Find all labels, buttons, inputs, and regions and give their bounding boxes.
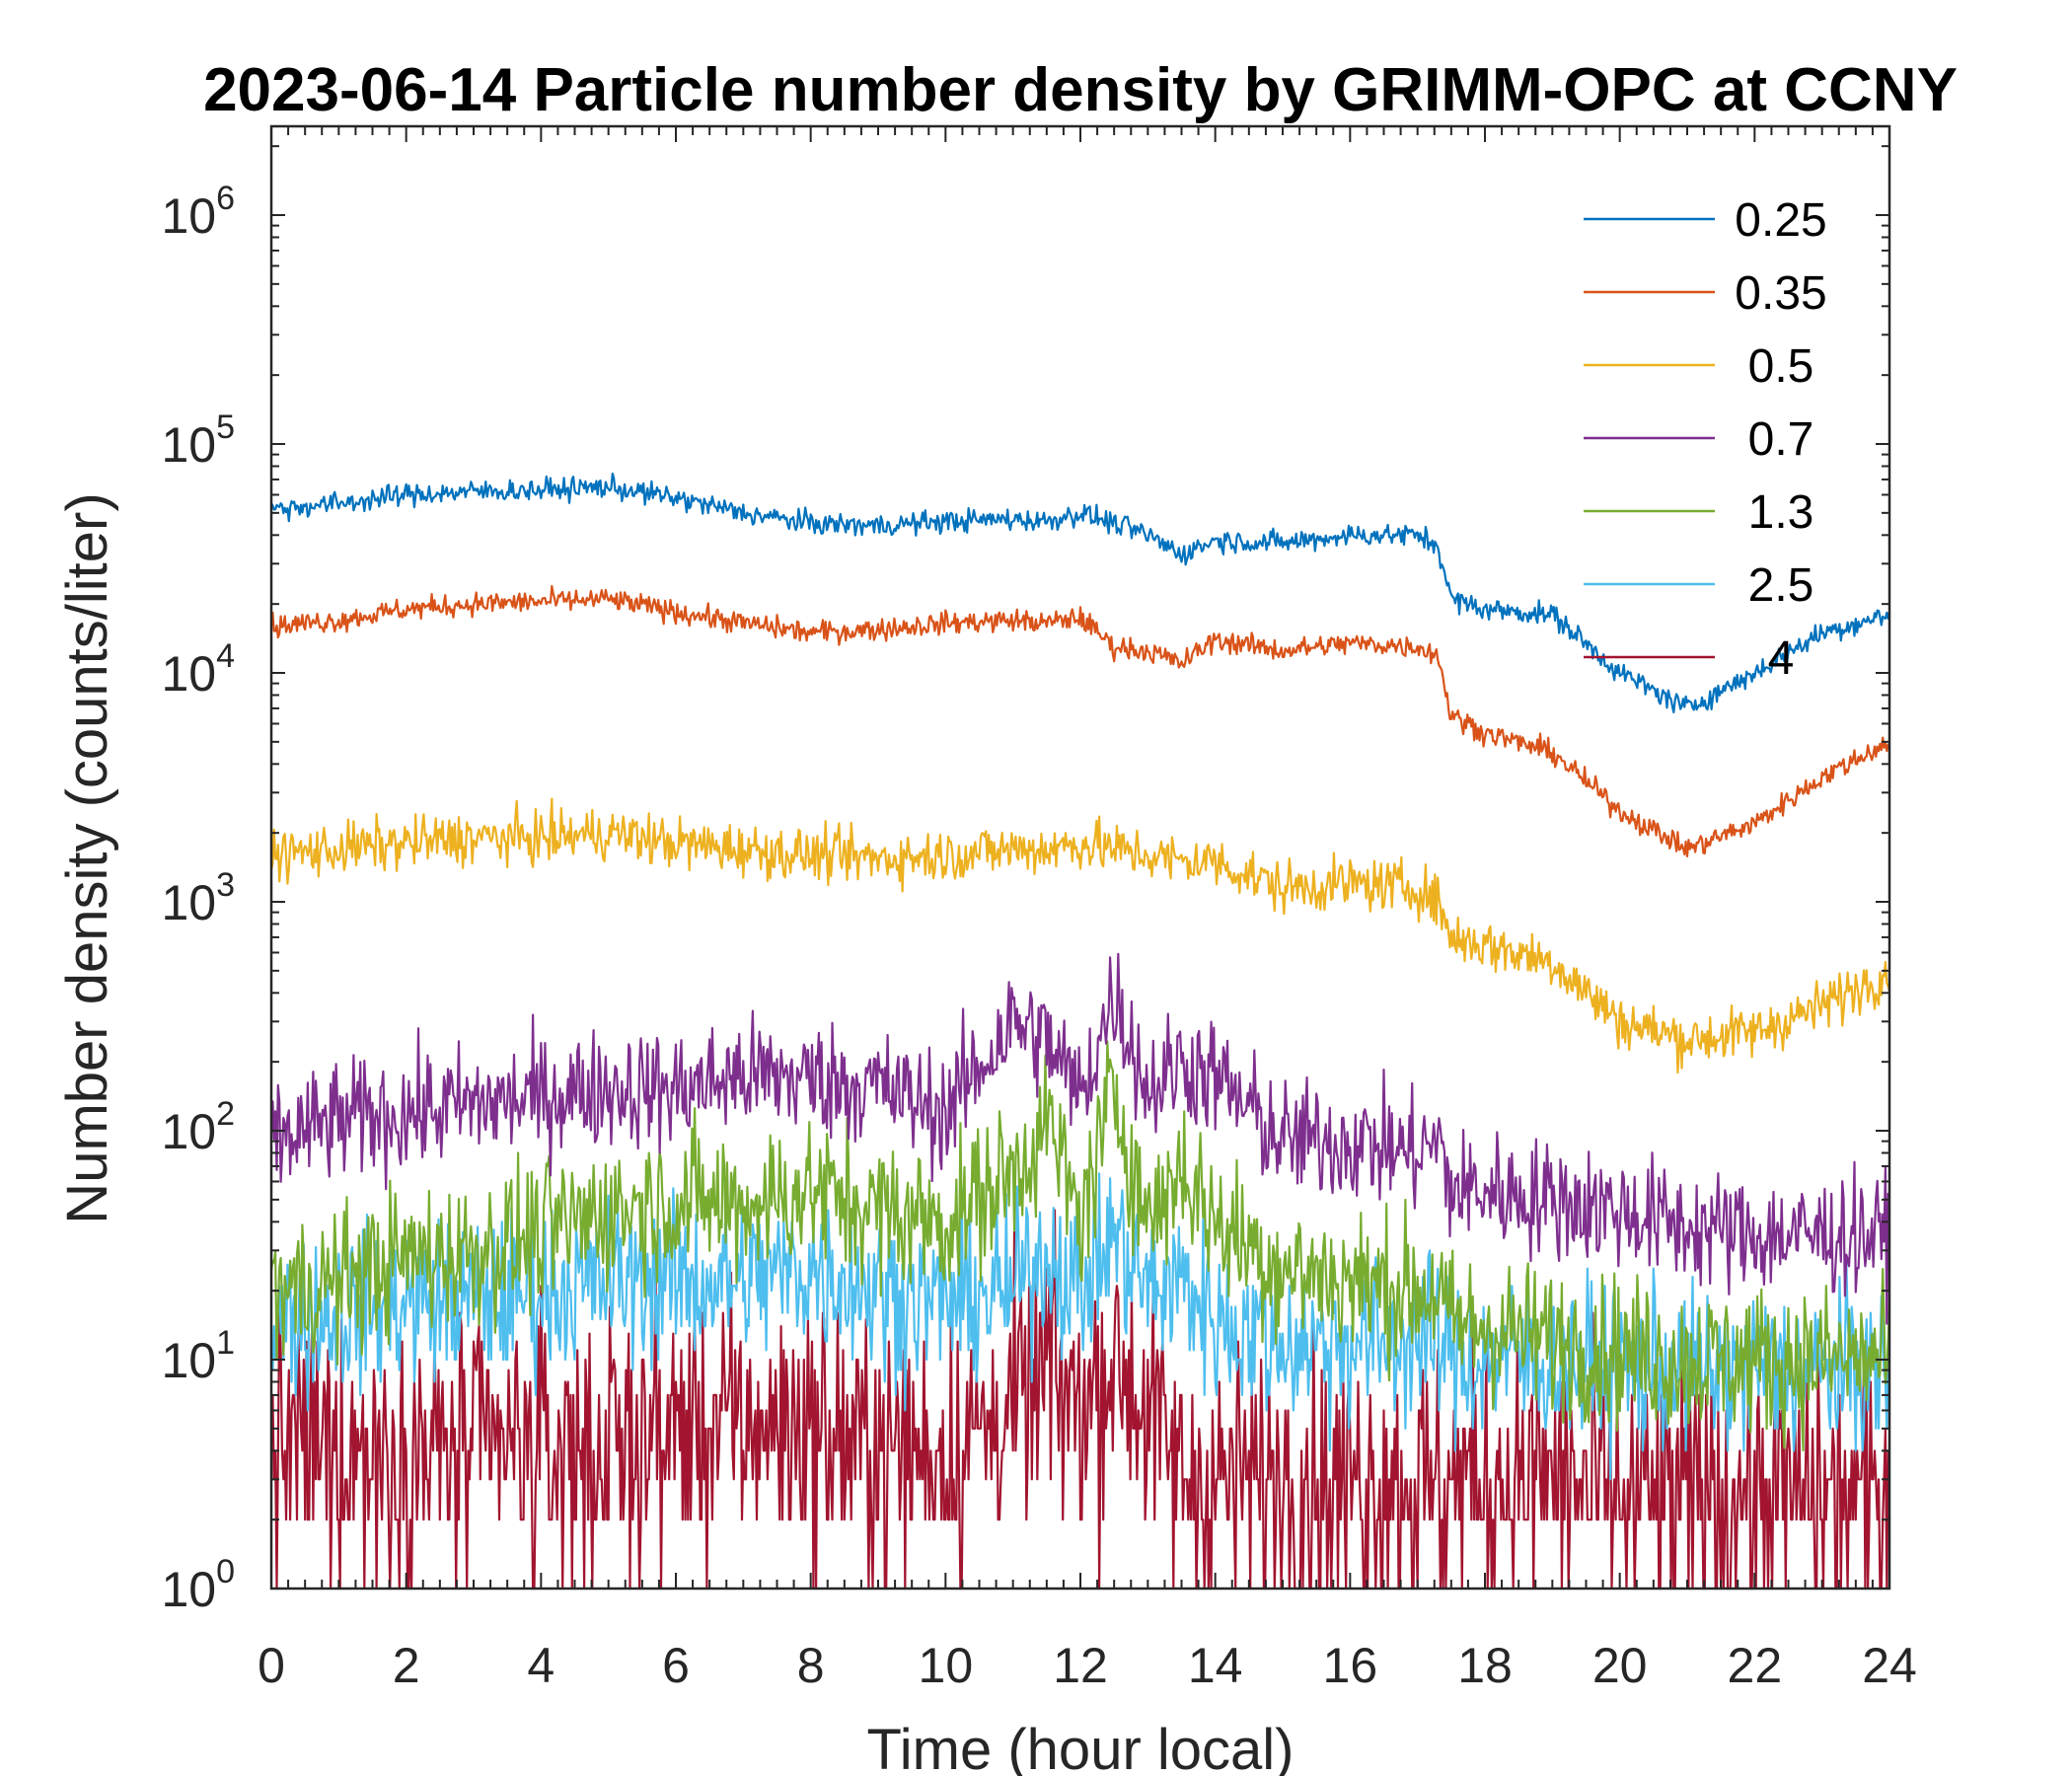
chart-title: 2023-06-14 Particle number density by GR… — [203, 56, 1958, 124]
legend-label-1_3: 1.3 — [1748, 486, 1814, 539]
legend-label-0_7: 0.7 — [1748, 413, 1814, 466]
y-tick-label: 104 — [161, 637, 235, 702]
legend: 0.25 0.35 0.5 0.7 1.3 2.5 4 — [1584, 194, 1827, 685]
series-line-0_35 — [269, 585, 1890, 857]
x-tick-label: 24 — [1862, 1638, 1917, 1693]
legend-label-0_25: 0.25 — [1735, 194, 1826, 247]
x-tick-labels: 0 2 4 6 8 10 12 14 16 18 20 22 24 — [258, 1638, 1917, 1693]
y-tick-label: 101 — [161, 1324, 235, 1388]
y-tick-label: 102 — [161, 1095, 235, 1159]
x-tick-label: 20 — [1592, 1638, 1648, 1693]
x-tick-label: 10 — [919, 1638, 974, 1693]
ticks-layer — [270, 126, 1890, 1590]
legend-label-0_35: 0.35 — [1735, 267, 1826, 320]
series-line-0_25 — [270, 472, 1891, 713]
x-tick-label: 12 — [1053, 1638, 1108, 1693]
y-tick-label: 103 — [161, 866, 235, 930]
y-tick-label: 106 — [161, 180, 235, 244]
legend-label-2_5: 2.5 — [1748, 559, 1814, 612]
series-layer — [269, 472, 1891, 1591]
x-tick-label: 0 — [258, 1638, 285, 1693]
x-tick-label: 8 — [797, 1638, 825, 1693]
series-line-0_5 — [269, 797, 1891, 1074]
x-tick-label: 4 — [527, 1638, 555, 1693]
y-tick-label: 100 — [161, 1553, 235, 1617]
legend-label-4: 4 — [1768, 632, 1795, 685]
series-line-0_7 — [269, 952, 1891, 1325]
x-tick-label: 22 — [1728, 1638, 1783, 1693]
x-tick-label: 2 — [393, 1638, 420, 1693]
x-tick-label: 16 — [1323, 1638, 1378, 1693]
x-tick-label: 18 — [1457, 1638, 1513, 1693]
legend-label-0_5: 0.5 — [1748, 340, 1814, 393]
x-tick-label: 14 — [1188, 1638, 1243, 1693]
x-tick-label: 6 — [662, 1638, 690, 1693]
y-axis-label: Number density (counts/liter) — [55, 492, 119, 1223]
x-axis-label: Time (hour local) — [867, 1718, 1295, 1776]
series-line-1_3 — [269, 1040, 1891, 1452]
y-tick-label: 105 — [161, 408, 235, 473]
y-tick-labels: 100 101 102 103 104 105 106 — [161, 180, 235, 1617]
